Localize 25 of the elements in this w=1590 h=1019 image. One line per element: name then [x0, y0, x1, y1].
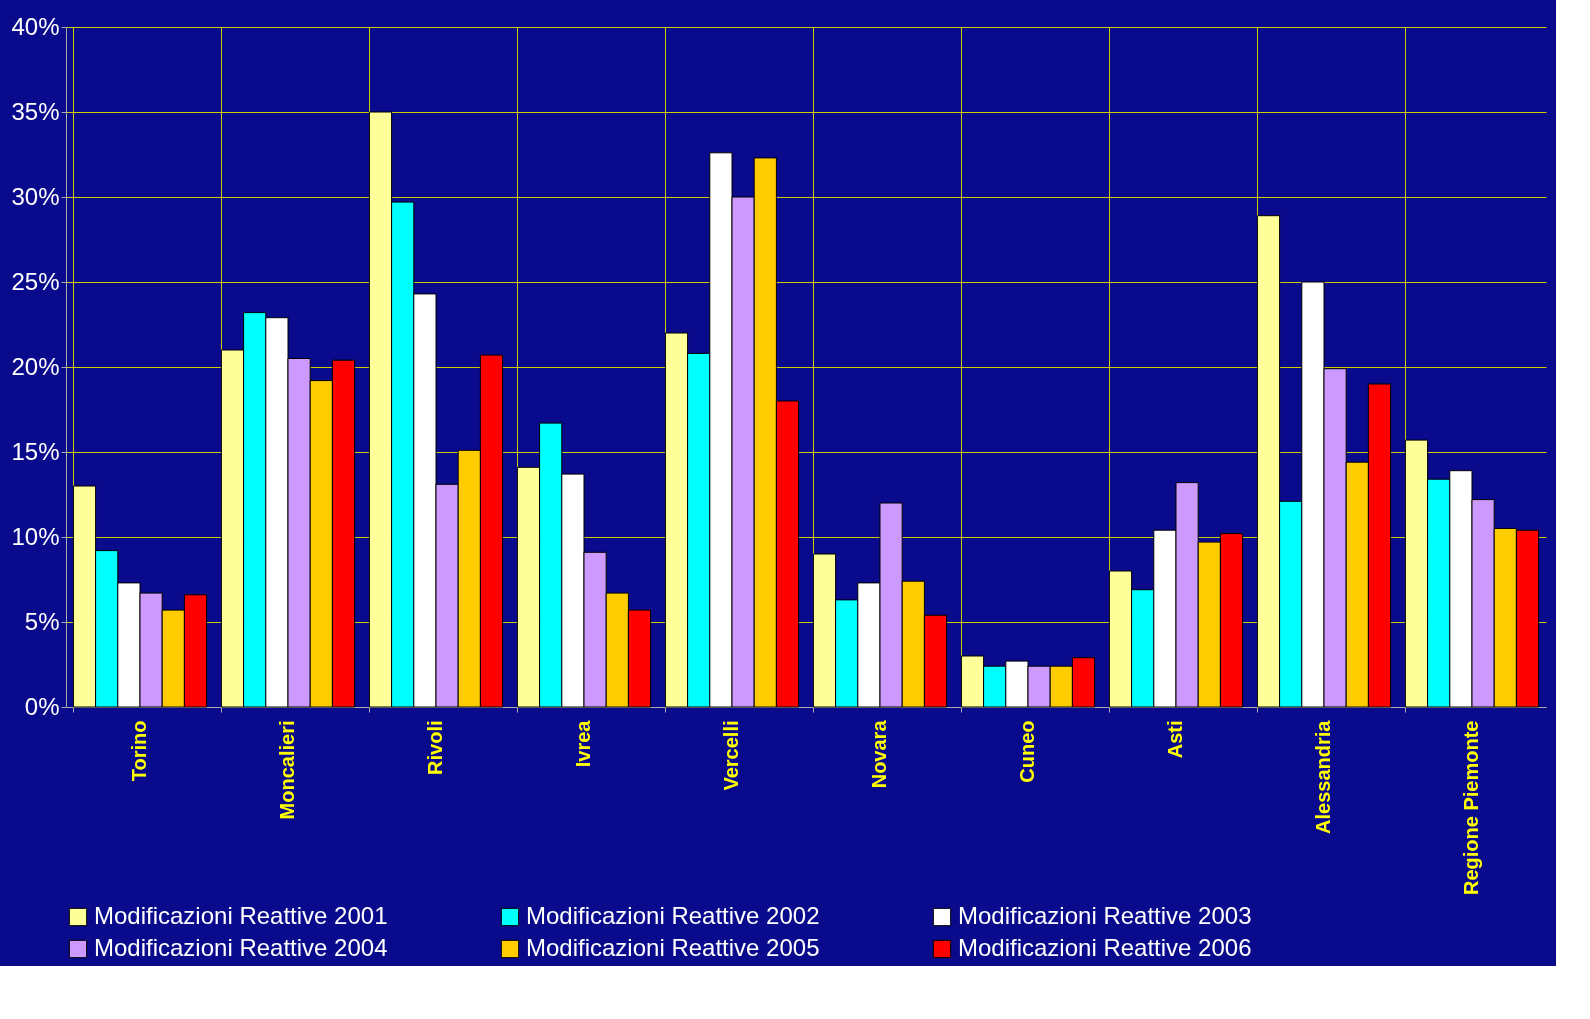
- legend-label: Modificazioni Reattive 2006: [958, 934, 1252, 961]
- x-tick-label: Asti: [1164, 720, 1186, 759]
- x-tick-label: Vercelli: [720, 720, 742, 791]
- y-tick-label: 20%: [11, 352, 60, 380]
- x-tick-label: Torino: [128, 720, 150, 782]
- y-tick-label: 40%: [11, 12, 60, 40]
- legend-label: Modificazioni Reattive 2003: [958, 902, 1252, 929]
- y-tick-label: 25%: [11, 267, 60, 295]
- x-tick-label: Cuneo: [1016, 720, 1038, 783]
- y-tick-label: 0%: [24, 692, 60, 720]
- x-tick-label: Novara: [868, 719, 890, 789]
- legend-label: Modificazioni Reattive 2002: [526, 902, 820, 929]
- y-tick-label: 15%: [11, 437, 60, 465]
- legend-label: Modificazioni Reattive 2004: [94, 934, 388, 961]
- x-tick-label: Rivoli: [424, 720, 446, 775]
- legend-label: Modificazioni Reattive 2005: [526, 934, 820, 961]
- x-tick-label: Ivrea: [572, 719, 594, 768]
- y-tick-label: 5%: [24, 607, 60, 635]
- y-tick-label: 10%: [11, 522, 60, 550]
- x-tick-label: Alessandria: [1312, 719, 1334, 834]
- y-tick-label: 35%: [11, 97, 60, 125]
- legend-label: Modificazioni Reattive 2001: [94, 902, 388, 929]
- x-tick-label: Regione Piemonte: [1460, 720, 1482, 895]
- y-tick-label: 30%: [11, 182, 60, 210]
- x-tick-label: Moncalieri: [276, 720, 298, 820]
